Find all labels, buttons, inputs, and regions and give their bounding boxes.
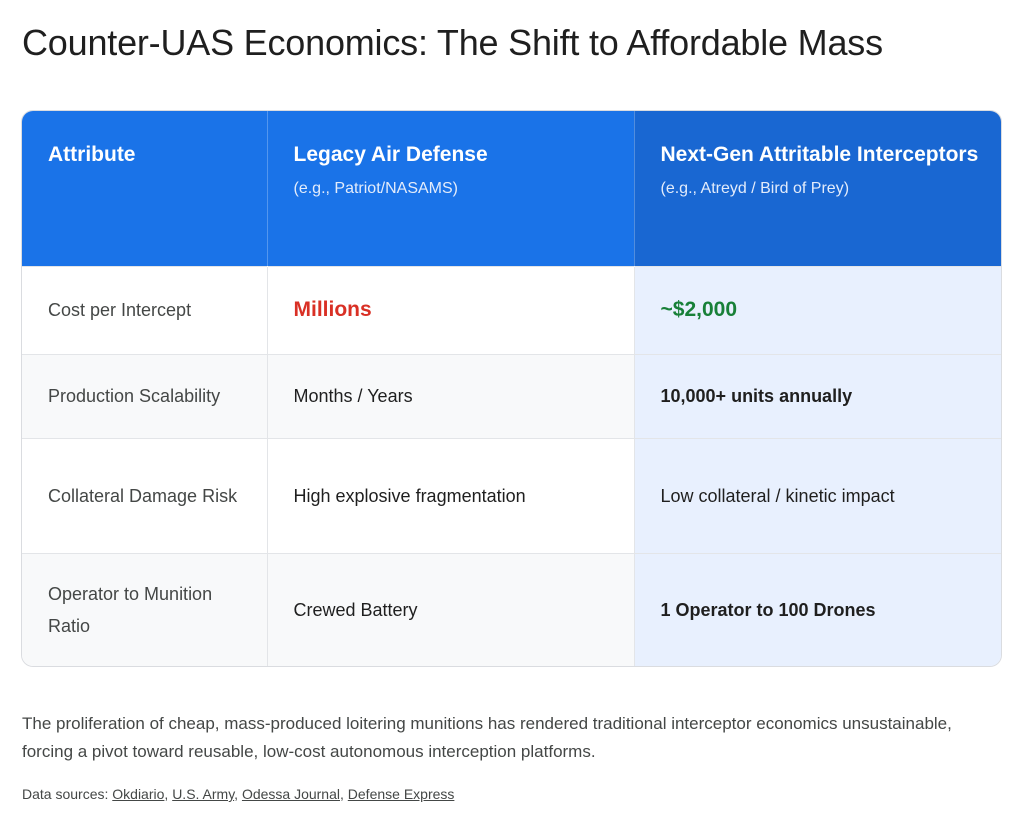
table-row: Production Scalability Months / Years 10… <box>22 353 1001 438</box>
header-legacy-label: Legacy Air Defense <box>293 143 488 166</box>
cell-nextgen: ~$2,000 <box>634 265 1001 354</box>
source-link-defense-express[interactable]: Defense Express <box>347 786 455 802</box>
header-nextgen: Next-Gen Attritable Interceptors (e.g., … <box>634 111 1001 266</box>
cell-nextgen: 10,000+ units annually <box>634 353 1001 438</box>
cost-legacy-value: Millions <box>293 298 372 321</box>
source-link-us-army[interactable]: U.S. Army <box>172 786 235 802</box>
cell-attribute: Operator to Munition Ratio <box>22 552 268 666</box>
header-nextgen-label: Next-Gen Attritable Interceptors <box>660 143 979 166</box>
header-attribute: Attribute <box>22 111 268 266</box>
source-link-odessa-journal[interactable]: Odessa Journal <box>241 786 340 802</box>
cell-legacy: High explosive fragmentation <box>267 437 635 553</box>
header-legacy-subtitle: (e.g., Patriot/NASAMS) <box>293 180 459 197</box>
table-row: Collateral Damage Risk High explosive fr… <box>22 437 1001 553</box>
header-legacy: Legacy Air Defense (e.g., Patriot/NASAMS… <box>267 111 635 266</box>
page-title: Counter-UAS Economics: The Shift to Affo… <box>22 22 883 63</box>
cell-nextgen: Low collateral / kinetic impact <box>634 437 1001 553</box>
cell-attribute: Production Scalability <box>22 353 268 438</box>
cell-legacy: Crewed Battery <box>267 552 635 666</box>
header-nextgen-subtitle: (e.g., Atreyd / Bird of Prey) <box>660 180 850 197</box>
table-row: Operator to Munition Ratio Crewed Batter… <box>22 552 1001 666</box>
cost-nextgen-value: ~$2,000 <box>660 298 738 321</box>
cell-attribute: Cost per Intercept <box>22 265 268 354</box>
cell-legacy: Millions <box>267 265 635 354</box>
table-header-row: Attribute Legacy Air Defense (e.g., Patr… <box>22 111 1001 266</box>
nextgen-value: 1 Operator to 100 Drones <box>660 600 876 621</box>
nextgen-value: 10,000+ units annually <box>660 386 853 406</box>
source-link-okdiario[interactable]: Okdiario <box>112 786 165 802</box>
header-attribute-label: Attribute <box>48 143 136 166</box>
data-sources: Data sources: Okdiario, U.S. Army, Odess… <box>22 786 455 802</box>
cell-legacy: Months / Years <box>267 353 635 438</box>
comparison-table: Attribute Legacy Air Defense (e.g., Patr… <box>21 110 1002 667</box>
summary-text: The proliferation of cheap, mass-produce… <box>22 714 952 761</box>
cell-nextgen: 1 Operator to 100 Drones <box>634 552 1001 666</box>
sources-prefix: Data sources: <box>22 786 109 802</box>
cell-attribute: Collateral Damage Risk <box>22 437 268 553</box>
table-row: Cost per Intercept Millions ~$2,000 <box>22 265 1001 354</box>
